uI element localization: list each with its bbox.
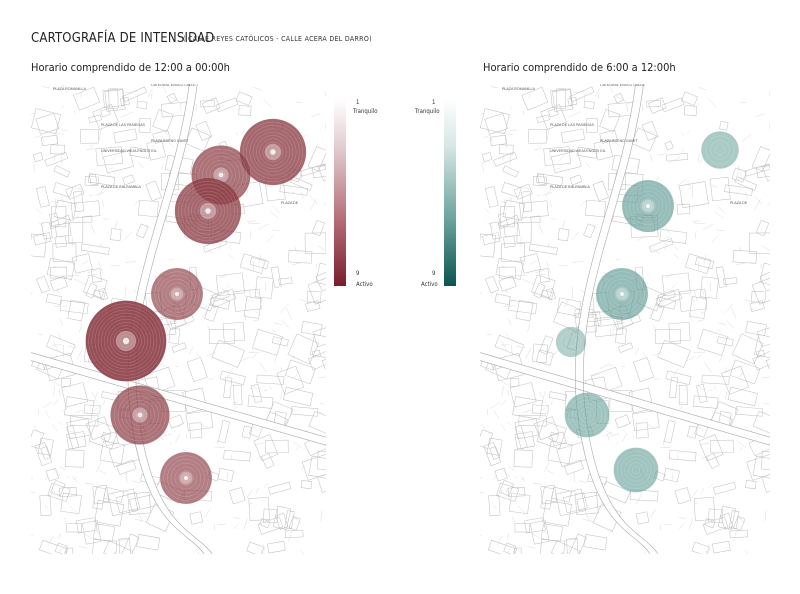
intensity-circle: [85, 300, 167, 382]
legend-max-label-afternoon: Activo: [356, 281, 373, 288]
main-street-edges: [480, 84, 770, 554]
intensity-legend-bar-morning: [444, 99, 456, 286]
legend-min-value-morning: 1: [432, 99, 436, 106]
intensity-legend-bar-afternoon: [334, 99, 346, 286]
intensity-circle: [110, 385, 170, 445]
legend-max-value-afternoon: 9: [356, 270, 360, 277]
street-label: PLAZA ROMANILLA: [502, 87, 536, 91]
street-label: PLAZA ROMANILLA: [53, 87, 87, 91]
street-label: PLAZA DE BIB-RAMBLA: [550, 185, 591, 189]
intensity-map-afternoon: PLAZA ROMANILLA CATEDRAL ENGLO CALLE PLAZA…: [31, 84, 326, 554]
main-streets: [480, 84, 770, 554]
intensity-map-morning: PLAZA ROMANILLA CATEDRAL ENGLO CALLE PLAZA…: [480, 84, 770, 554]
intensity-circle: [595, 267, 649, 321]
intensity-circle: [239, 118, 307, 186]
street-label: CATEDRAL ENGLO CALLE: [151, 84, 196, 87]
street-label: UNIVERSIDAD VIEJA ENGLO GIL: [550, 149, 606, 153]
intensity-circle: [621, 179, 675, 233]
map-title-morning: Horario comprendido de 6:00 a 12:00h: [483, 61, 676, 74]
intensity-circle: [159, 451, 213, 505]
intensity-circle: [613, 447, 659, 493]
intensity-circle: [564, 392, 610, 438]
street-label: PLAZA DE LAS PASIEGAS: [550, 123, 594, 127]
legend-min-value-afternoon: 1: [356, 99, 360, 106]
intensity-circle: [700, 130, 740, 170]
street-fabric: [480, 86, 770, 554]
legend-max-value-morning: 9: [432, 270, 436, 277]
street-label: CATEDRAL ENGLO CALLE: [600, 84, 645, 87]
main-street-edges: [31, 84, 326, 554]
street-label: PLAZA BUENO GAVET: [151, 139, 190, 143]
page-title: CARTOGRAFÍA DE INTENSIDAD: [31, 31, 215, 46]
street-label: PLAZA DE LAS PASIEGAS: [101, 123, 145, 127]
legend-min-label-afternoon: Tranquilo: [353, 108, 378, 115]
street-label: PLAZA DE: [281, 201, 299, 205]
street-label: PLAZA DE BIB-RAMBLA: [101, 185, 142, 189]
street-label: UNIVERSIDAD VIEJA ENGLO GIL: [101, 149, 157, 153]
legend-min-label-morning: Tranquilo: [415, 108, 440, 115]
street-label: PLAZA BUENO GAVET: [600, 139, 639, 143]
parcel-lines: [31, 84, 326, 554]
intensity-circle: [555, 326, 587, 358]
main-streets: [31, 84, 326, 554]
map-title-afternoon: Horario comprendido de 12:00 a 00:00h: [31, 61, 230, 74]
legend-max-label-morning: Activo: [421, 281, 438, 288]
street-label: PLAZA DE: [730, 201, 748, 205]
page-subtitle: ( CALLE REYES CATÓLICOS - CALLE ACERA DE…: [183, 35, 372, 43]
intensity-circle: [174, 177, 242, 245]
intensity-circle: [150, 267, 204, 321]
